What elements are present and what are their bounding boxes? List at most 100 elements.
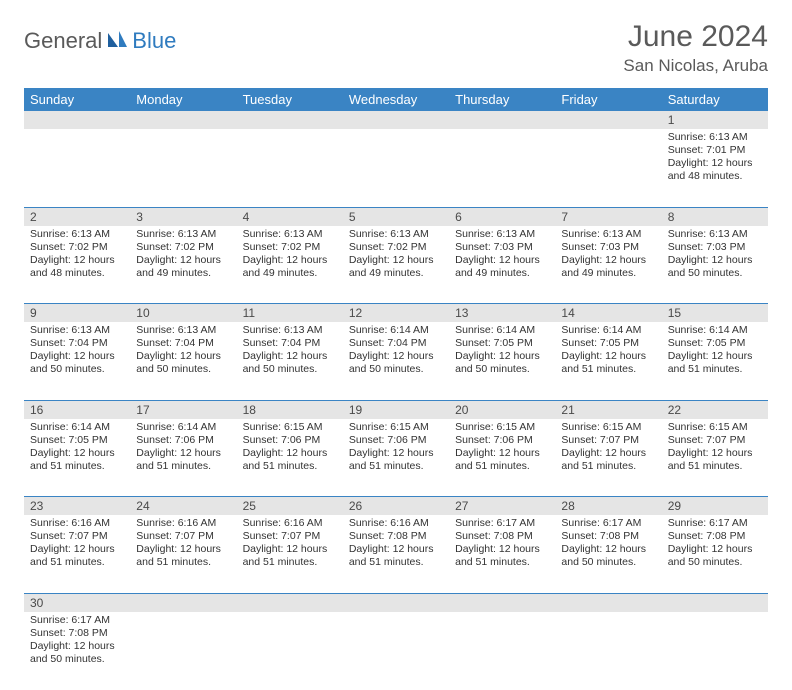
day-number — [662, 593, 768, 612]
day-cell — [24, 129, 130, 207]
sunset-text: Sunset: 7:03 PM — [455, 241, 549, 254]
sunrise-text: Sunrise: 6:17 AM — [30, 614, 124, 627]
day-header: Monday — [130, 88, 236, 111]
day-cell: Sunrise: 6:13 AMSunset: 7:02 PMDaylight:… — [237, 226, 343, 304]
day-number — [343, 593, 449, 612]
day-content-row: Sunrise: 6:13 AMSunset: 7:04 PMDaylight:… — [24, 322, 768, 400]
sunset-text: Sunset: 7:08 PM — [349, 530, 443, 543]
day-content-row: Sunrise: 6:16 AM Sunset: 7:07 PMDaylight:… — [24, 515, 768, 593]
day-cell: Sunrise: 6:17 AMSunset: 7:08 PMDaylight:… — [555, 515, 661, 593]
day-details: Sunrise: 6:16 AMSunset: 7:07 PMDaylight:… — [130, 515, 236, 574]
day-number: 4 — [237, 207, 343, 226]
location-label: San Nicolas, Aruba — [623, 56, 768, 76]
daylight-text: Daylight: 12 hours — [243, 254, 337, 267]
daylight-text: Daylight: 12 hours — [243, 350, 337, 363]
day-cell: Sunrise: 6:16 AMSunset: 7:07 PMDaylight:… — [130, 515, 236, 593]
day-cell: Sunrise: 6:15 AMSunset: 7:07 PMDaylight:… — [555, 419, 661, 497]
day-cell — [662, 612, 768, 690]
sunset-text: Sunset: 7:03 PM — [668, 241, 762, 254]
daylight-text: and 49 minutes. — [136, 267, 230, 280]
day-cell — [449, 612, 555, 690]
sunrise-text: Sunrise: 6:13 AM — [30, 324, 124, 337]
day-number — [237, 111, 343, 129]
sunset-text: Sunset: 7:04 PM — [30, 337, 124, 350]
day-header: Wednesday — [343, 88, 449, 111]
day-cell: Sunrise: 6:14 AMSunset: 7:05 PMDaylight:… — [24, 419, 130, 497]
day-details: Sunrise: 6:17 AMSunset: 7:08 PMDaylight:… — [555, 515, 661, 574]
day-cell: Sunrise: 6:14 AMSunset: 7:06 PMDaylight:… — [130, 419, 236, 497]
sunrise-text: Sunrise: 6:14 AM — [349, 324, 443, 337]
sunrise-text: Sunrise: 6:16 AM — [136, 517, 230, 530]
daylight-text: and 49 minutes. — [455, 267, 549, 280]
day-number: 5 — [343, 207, 449, 226]
logo-sail-icon — [106, 29, 128, 54]
daylight-text: and 50 minutes. — [30, 653, 124, 666]
day-number: 6 — [449, 207, 555, 226]
day-number — [237, 593, 343, 612]
sunset-text: Sunset: 7:07 PM — [561, 434, 655, 447]
daylight-text: and 50 minutes. — [243, 363, 337, 376]
day-number: 21 — [555, 400, 661, 419]
daylight-text: Daylight: 12 hours — [561, 254, 655, 267]
day-cell: Sunrise: 6:13 AMSunset: 7:03 PMDaylight:… — [449, 226, 555, 304]
sunrise-text: Sunrise: 6:13 AM — [30, 228, 124, 241]
daylight-text: Daylight: 12 hours — [455, 350, 549, 363]
day-number: 10 — [130, 304, 236, 323]
daylight-text: Daylight: 12 hours — [30, 543, 124, 556]
day-content-row: Sunrise: 6:13 AMSunset: 7:02 PMDaylight:… — [24, 226, 768, 304]
day-number: 22 — [662, 400, 768, 419]
sunset-text: Sunset: 7:05 PM — [561, 337, 655, 350]
sunset-text: Sunset: 7:04 PM — [349, 337, 443, 350]
daylight-text: Daylight: 12 hours — [455, 254, 549, 267]
day-details: Sunrise: 6:16 AMSunset: 7:08 PMDaylight:… — [343, 515, 449, 574]
logo-text-general: General — [24, 28, 102, 54]
day-cell — [237, 129, 343, 207]
day-details: Sunrise: 6:14 AMSunset: 7:05 PMDaylight:… — [449, 322, 555, 381]
logo: General Blue — [24, 20, 176, 54]
daylight-text: Daylight: 12 hours — [455, 447, 549, 460]
day-details: Sunrise: 6:15 AMSunset: 7:06 PMDaylight:… — [449, 419, 555, 478]
sunset-text: Sunset: 7:02 PM — [136, 241, 230, 254]
sunrise-text: Sunrise: 6:14 AM — [30, 421, 124, 434]
day-number-row: 23242526272829 — [24, 497, 768, 516]
day-cell: Sunrise: 6:17 AMSunset: 7:08 PMDaylight:… — [449, 515, 555, 593]
daylight-text: and 51 minutes. — [349, 460, 443, 473]
daylight-text: Daylight: 12 hours — [349, 254, 443, 267]
day-number: 3 — [130, 207, 236, 226]
day-details: Sunrise: 6:13 AMSunset: 7:02 PMDaylight:… — [24, 226, 130, 285]
daylight-text: and 51 minutes. — [561, 363, 655, 376]
day-cell: Sunrise: 6:15 AMSunset: 7:07 PMDaylight:… — [662, 419, 768, 497]
day-number — [343, 111, 449, 129]
day-cell: Sunrise: 6:14 AMSunset: 7:05 PMDaylight:… — [555, 322, 661, 400]
sunrise-text: Sunrise: 6:17 AM — [455, 517, 549, 530]
sunset-text: Sunset: 7:02 PM — [243, 241, 337, 254]
day-number — [449, 111, 555, 129]
day-header-row: Sunday Monday Tuesday Wednesday Thursday… — [24, 88, 768, 111]
daylight-text: and 48 minutes. — [668, 170, 762, 183]
day-number — [449, 593, 555, 612]
day-cell — [343, 129, 449, 207]
day-number-row: 2345678 — [24, 207, 768, 226]
sunset-text: Sunset: 7:07 PM — [30, 530, 124, 543]
daylight-text: Daylight: 12 hours — [243, 447, 337, 460]
sunrise-text: Sunrise: 6:13 AM — [668, 228, 762, 241]
sunrise-text: Sunrise: 6:15 AM — [561, 421, 655, 434]
daylight-text: and 51 minutes. — [243, 460, 337, 473]
day-cell — [449, 129, 555, 207]
daylight-text: and 51 minutes. — [243, 556, 337, 569]
daylight-text: and 50 minutes. — [668, 267, 762, 280]
sunset-text: Sunset: 7:05 PM — [668, 337, 762, 350]
day-cell: Sunrise: 6:15 AMSunset: 7:06 PMDaylight:… — [449, 419, 555, 497]
day-number: 7 — [555, 207, 661, 226]
day-details: Sunrise: 6:14 AMSunset: 7:06 PMDaylight:… — [130, 419, 236, 478]
page-header: General Blue June 2024 San Nicolas, Arub… — [24, 20, 768, 76]
day-number — [130, 111, 236, 129]
day-number: 30 — [24, 593, 130, 612]
daylight-text: Daylight: 12 hours — [668, 157, 762, 170]
day-cell: Sunrise: 6:16 AMSunset: 7:07 PMDaylight:… — [237, 515, 343, 593]
daylight-text: and 51 minutes. — [349, 556, 443, 569]
sunset-text: Sunset: 7:08 PM — [455, 530, 549, 543]
day-details: Sunrise: 6:16 AMSunset: 7:07 PMDaylight:… — [24, 515, 130, 574]
day-number: 2 — [24, 207, 130, 226]
day-cell — [343, 612, 449, 690]
